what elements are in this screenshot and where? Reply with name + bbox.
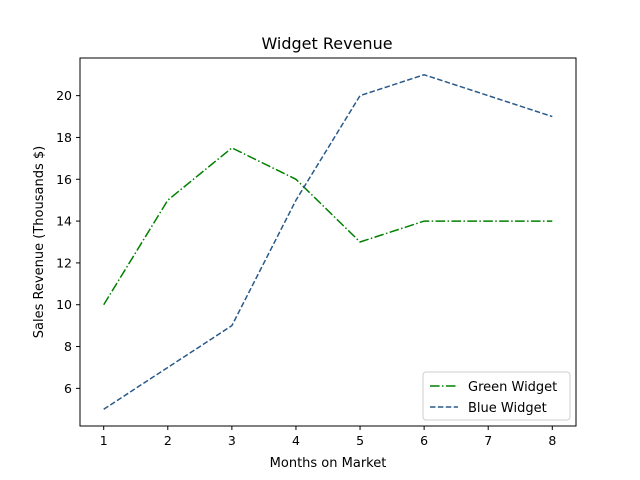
x-axis-label: Months on Market <box>270 456 387 471</box>
series-line-blue-widget <box>103 73 553 410</box>
legend-label-blue-widget: Blue Widget <box>468 401 547 416</box>
legend: Green Widget Blue Widget <box>422 371 571 421</box>
x-tick-label: 7 <box>484 433 492 448</box>
series-lines <box>103 73 553 410</box>
y-axis: 6 8 10 12 14 16 18 20 <box>56 88 80 396</box>
y-tick-label: 16 <box>56 172 72 187</box>
y-tick-label: 12 <box>56 255 72 270</box>
chart-title: Widget Revenue <box>261 34 392 53</box>
y-axis-label: Sales Revenue (Thousands $) <box>32 146 47 338</box>
y-tick-label: 8 <box>64 339 72 354</box>
y-tick-label: 14 <box>56 214 72 229</box>
y-tick-label: 18 <box>56 130 72 145</box>
x-tick-label: 6 <box>420 433 428 448</box>
x-tick-label: 4 <box>292 433 300 448</box>
series-line-green-widget <box>103 147 553 306</box>
x-tick-label: 3 <box>228 433 236 448</box>
legend-label-green-widget: Green Widget <box>468 380 557 395</box>
legend-box <box>422 371 571 421</box>
x-tick-label: 1 <box>100 433 108 448</box>
x-tick-label: 5 <box>356 433 364 448</box>
plot-area <box>79 57 577 427</box>
y-tick-label: 20 <box>56 88 72 103</box>
y-tick-label: 6 <box>64 381 72 396</box>
x-tick-label: 2 <box>164 433 172 448</box>
x-axis: 1 2 3 4 5 6 7 8 <box>100 426 556 448</box>
y-tick-label: 10 <box>56 297 72 312</box>
x-tick-label: 8 <box>548 433 556 448</box>
